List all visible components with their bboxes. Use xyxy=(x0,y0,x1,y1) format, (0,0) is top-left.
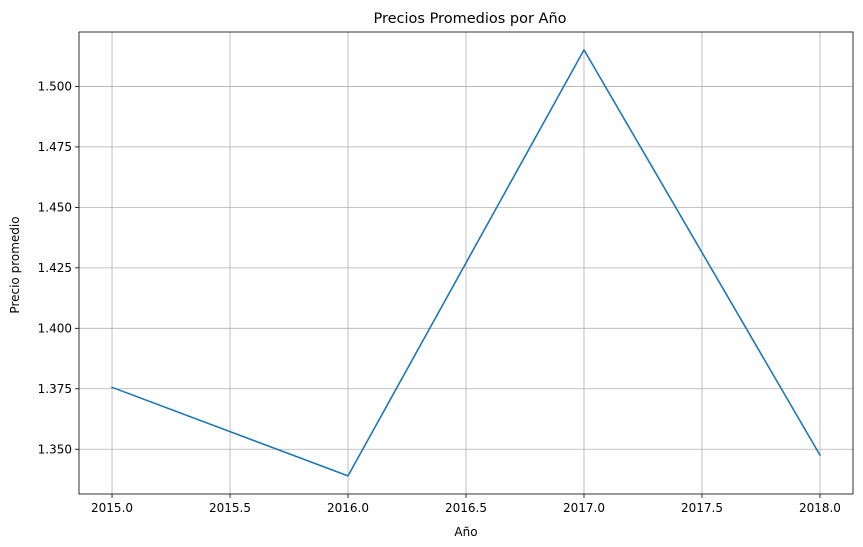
x-tick-label: 2016.0 xyxy=(327,501,369,515)
y-tick-label: 1.375 xyxy=(38,382,72,396)
x-tick-label: 2015.0 xyxy=(91,501,133,515)
grid xyxy=(79,32,853,494)
y-tick-label: 1.400 xyxy=(38,321,72,335)
x-tick-label: 2016.5 xyxy=(445,501,487,515)
x-tick-label: 2017.5 xyxy=(681,501,723,515)
y-tick-label: 1.425 xyxy=(38,261,72,275)
x-axis-label: Año xyxy=(454,525,477,539)
x-tick-label: 2015.5 xyxy=(209,501,251,515)
y-axis-ticks: 1.350 1.375 1.400 1.425 1.450 1.475 1.500 xyxy=(38,79,79,456)
x-tick-label: 2018.0 xyxy=(799,501,841,515)
series-line xyxy=(111,49,822,477)
series-layer xyxy=(111,49,822,477)
y-axis-label: Precio promedio xyxy=(8,216,22,313)
y-tick-label: 1.450 xyxy=(38,200,72,214)
y-tick-label: 1.475 xyxy=(38,140,72,154)
x-tick-label: 2017.0 xyxy=(563,501,605,515)
y-tick-label: 1.500 xyxy=(38,79,72,93)
chart-title: Precios Promedios por Año xyxy=(373,11,566,27)
y-tick-label: 1.350 xyxy=(38,442,72,456)
x-axis-ticks: 2015.0 2015.5 2016.0 2016.5 2017.0 2017.5 2018… xyxy=(91,494,841,515)
